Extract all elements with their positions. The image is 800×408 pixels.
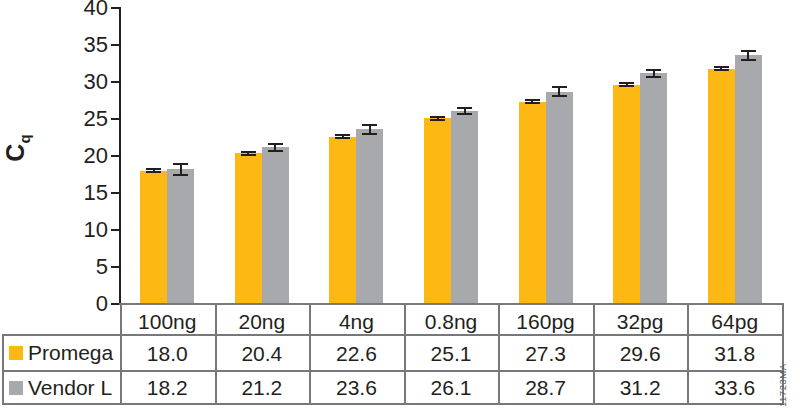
table-cell-promega-100ng: 18.0 (120, 343, 215, 364)
legend-swatch-vendor-l (9, 381, 23, 395)
error-bar-vendor-l-64pg (741, 50, 756, 60)
error-bar-stem (342, 136, 344, 137)
error-bar-stem (558, 88, 560, 94)
legend-swatch-promega (9, 346, 23, 360)
y-tick-mark-25 (111, 118, 119, 120)
table-cell-promega-160pg: 27.3 (498, 343, 593, 364)
y-tick-label-30: 30 (46, 70, 108, 94)
table-category-20ng: 20ng (215, 311, 310, 332)
error-bar-stem (247, 153, 249, 154)
y-tick-label-10: 10 (46, 218, 108, 242)
error-bar-vendor-l-20ng (268, 143, 283, 152)
y-tick-label-35: 35 (46, 33, 108, 57)
y-tick-label-5: 5 (46, 255, 108, 279)
legend-cell-vendor-l: Vendor L (2, 372, 120, 403)
error-bar-stem (747, 52, 749, 58)
bar-promega-100ng (140, 171, 167, 304)
error-bar-stem (369, 126, 371, 132)
error-bar-promega-4ng (335, 134, 350, 139)
y-tick-mark-0 (111, 303, 119, 305)
table-cell-vendor-l-20ng: 21.2 (215, 377, 310, 398)
table-cell-promega-32pg: 29.6 (593, 343, 688, 364)
table-cell-promega-20ng: 20.4 (215, 343, 310, 364)
table-cell-vendor-l-0.8ng: 26.1 (404, 377, 499, 398)
y-tick-label-40: 40 (46, 0, 108, 20)
error-bar-stem (180, 165, 182, 174)
error-bar-promega-20ng (241, 151, 256, 156)
error-bar-vendor-l-100ng (173, 163, 188, 176)
error-bar-promega-160pg (525, 99, 540, 104)
error-bar-promega-100ng (146, 168, 161, 173)
y-axis-line (119, 7, 121, 305)
bar-promega-32pg (613, 85, 640, 304)
y-tick-mark-35 (111, 44, 119, 46)
y-axis-title-main: C (1, 144, 29, 162)
error-bar-vendor-l-4ng (362, 124, 377, 134)
error-bar-stem (720, 68, 722, 69)
y-tick-mark-10 (111, 229, 119, 231)
bar-promega-64pg (708, 69, 735, 304)
y-axis-title: Cq (0, 126, 30, 170)
table-cell-vendor-l-32pg: 31.2 (593, 377, 688, 398)
bar-vendor-l-20ng (262, 147, 289, 304)
y-tick-label-25: 25 (46, 107, 108, 131)
error-bar-vendor-l-32pg (646, 69, 661, 78)
y-tick-mark-30 (111, 81, 119, 83)
table-cell-vendor-l-100ng: 18.2 (120, 377, 215, 398)
legend-cell-promega: Promega (2, 336, 120, 370)
error-bar-stem (531, 101, 533, 102)
figure-code: 11723MA (777, 357, 788, 407)
legend-label-promega: Promega (28, 341, 113, 365)
error-bar-stem (653, 71, 655, 76)
error-bar-stem (274, 145, 276, 150)
bar-promega-160pg (519, 102, 546, 304)
table-cell-vendor-l-160pg: 28.7 (498, 377, 593, 398)
y-tick-mark-20 (111, 155, 119, 157)
y-tick-mark-5 (111, 266, 119, 268)
table-cell-promega-0.8ng: 25.1 (404, 343, 499, 364)
error-bar-stem (464, 109, 466, 112)
error-bar-vendor-l-160pg (552, 86, 567, 96)
table-category-32pg: 32pg (593, 311, 688, 332)
bar-promega-4ng (329, 137, 356, 304)
table-cell-promega-4ng: 22.6 (309, 343, 404, 364)
table-category-64pg: 64pg (687, 311, 782, 332)
y-tick-label-0: 0 (46, 292, 108, 316)
table-cell-vendor-l-4ng: 23.6 (309, 377, 404, 398)
error-bar-promega-0.8ng (430, 116, 445, 121)
table-cell-vendor-l-64pg: 33.6 (687, 377, 782, 398)
error-bar-promega-64pg (714, 66, 729, 71)
bar-vendor-l-0.8ng (451, 111, 478, 304)
legend-label-vendor-l: Vendor L (28, 376, 112, 400)
y-axis-title-sub: q (16, 134, 33, 143)
error-bar-stem (437, 118, 439, 119)
error-bar-promega-32pg (619, 82, 634, 87)
table-category-160pg: 160pg (498, 311, 593, 332)
bar-vendor-l-64pg (735, 55, 762, 304)
bar-vendor-l-100ng (167, 169, 194, 304)
y-tick-mark-15 (111, 192, 119, 194)
y-tick-label-15: 15 (46, 181, 108, 205)
error-bar-stem (626, 84, 628, 85)
bar-vendor-l-160pg (546, 92, 573, 304)
table-cell-promega-64pg: 31.8 (687, 343, 782, 364)
table-category-0.8ng: 0.8ng (404, 311, 499, 332)
qpcr-bar-chart-figure: Cq 0 5 10 15 20 25 30 35 40 100ng20ng4ng0.8ng160… (0, 0, 800, 408)
bar-promega-0.8ng (424, 118, 451, 304)
table-category-100ng: 100ng (120, 311, 215, 332)
y-tick-mark-40 (111, 7, 119, 9)
table-category-4ng: 4ng (309, 311, 404, 332)
error-bar-stem (153, 170, 155, 171)
bar-vendor-l-32pg (640, 73, 667, 304)
error-bar-vendor-l-0.8ng (457, 107, 472, 114)
bar-vendor-l-4ng (356, 129, 383, 304)
table-border-top (119, 303, 784, 305)
bar-promega-20ng (235, 153, 262, 304)
y-tick-label-20: 20 (46, 144, 108, 168)
